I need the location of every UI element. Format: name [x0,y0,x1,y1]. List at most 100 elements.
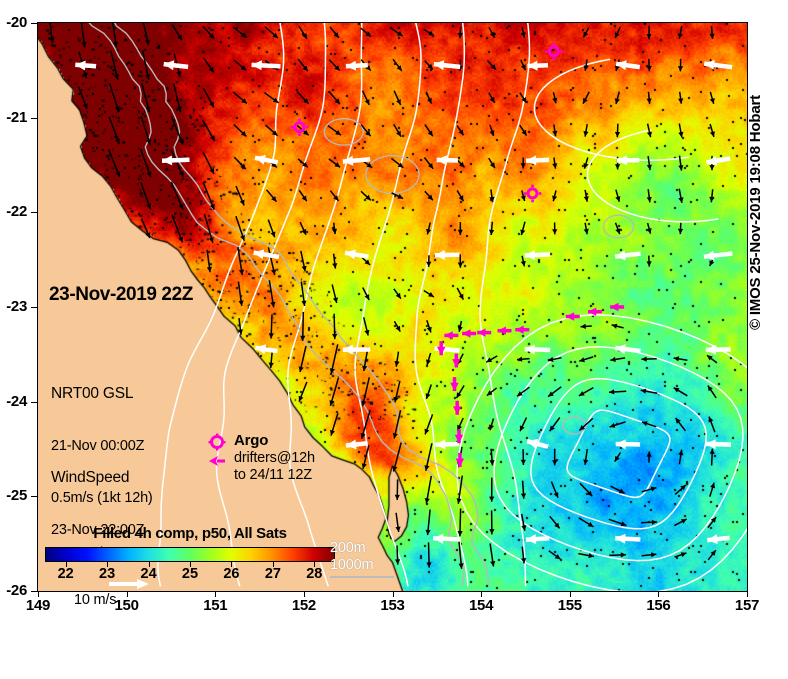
magenta-arrow-marker-icon [208,454,226,468]
argo-float-marker [549,47,558,56]
y-axis-label: -24 [0,393,27,410]
magenta-circle-marker-icon [208,433,226,451]
current-vector-arrow [681,552,687,557]
colorbar-tick-label: 22 [46,566,86,582]
colorbar-tick-label: 24 [129,566,169,582]
current-vector-arrow [489,230,494,235]
drifter-track-marker [515,326,523,334]
current-vector-arrow [427,327,432,333]
y-axis-tick [31,212,37,213]
x-axis-label: 156 [628,597,688,614]
y-axis-label: -20 [0,14,27,31]
argo-float-marker [531,200,534,203]
current-vector-arrow [710,34,715,39]
argo-float-marker [298,118,301,121]
current-vector-arrow [521,32,526,38]
colorbar-tick-label: 26 [211,566,251,582]
argo-float-marker [298,133,301,136]
ssh-contour-white [588,130,719,222]
ssh-contour-white [480,23,530,586]
wind-vector-arrow [616,439,626,449]
current-vector-arrow [426,530,431,535]
drifter-track-marker [453,406,461,414]
drifter-track-marker [452,359,460,367]
argo-legend-line2: to 24/11 12Z [234,467,312,483]
argo-float-marker [528,189,537,198]
drifter-track-marker [566,312,574,320]
current-vector-arrow [426,562,431,567]
argo-float-marker [306,126,309,129]
current-vector-arrow [145,74,150,80]
drifter-track-marker [498,327,506,335]
sst-map-figure: 23-Nov-2019 22Z NRT00 GSL 21-Nov 00:00Z … [0,0,788,624]
ssh-contour-white [415,23,468,586]
y-axis-tick [31,591,37,592]
current-vector-arrow [647,261,652,266]
argo-float-marker [539,192,542,195]
wind-vector-arrow [435,250,445,260]
current-vector-arrow [426,393,431,399]
current-vector-arrow [489,497,494,502]
colorbar-gradient [45,547,335,562]
copyright-notice: © IMOS 25-Nov-2019 19:08 Hobart [747,70,764,330]
current-vector-arrow [521,460,526,465]
depth-1000m-label: 1000m [330,557,373,573]
current-vector-arrow [145,40,150,46]
ssh-contour-white [534,59,689,160]
wind-vector-arrow [706,345,716,355]
current-vector-arrow [458,326,463,332]
ssh-contour-white [217,23,326,586]
ssh-contour-white [288,23,362,586]
current-vector-arrow [269,333,274,338]
x-axis-label: 157 [717,597,777,614]
current-vector-arrow [521,261,526,267]
current-vector-arrow [615,164,620,169]
current-vector-arrow [647,452,652,457]
argo-float-marker [524,192,527,195]
current-vector-arrow [552,98,557,104]
current-vector-arrow [621,552,626,557]
wind-vector-arrow [525,250,535,260]
y-axis-tick [31,118,37,119]
current-vector-arrow [709,165,714,170]
current-vector-arrow [394,397,399,403]
current-vector-arrow [678,229,683,234]
current-vector-arrow [521,493,526,498]
current-vector-arrow [678,66,683,71]
current-vector-arrow [271,232,276,238]
drifter-track-marker [444,331,452,339]
current-vector-arrow [269,363,274,368]
ssh-contour-white [355,23,421,586]
current-vector-arrow [647,98,652,103]
current-vector-arrow [490,130,495,136]
ssh-contour-white [567,410,670,497]
depth-contour-legend: 200m 1000m [330,540,394,578]
current-vector-arrow [332,334,337,339]
y-axis-label: -25 [0,487,27,504]
current-vector-arrow [393,433,398,439]
wind-vector-arrow [525,345,535,355]
wind-legend-title: WindSpeed [51,469,144,487]
current-vector-arrow [609,389,614,394]
date-stamp: 23-Nov-2019 22Z [49,284,193,306]
current-vector-arrow [615,132,620,137]
current-vector-arrow [647,66,652,71]
wind-vector-arrow [252,60,262,70]
current-vector-arrow [647,34,652,39]
y-axis-label: -23 [0,298,27,315]
argo-float-marker [553,58,556,61]
drifter-track-marker [462,329,470,337]
current-vector-arrow [302,266,307,272]
wind-vector-arrow [346,61,356,71]
current-vector-arrow [552,460,557,465]
drifter-track-marker [450,383,458,391]
current-vector-arrow [581,324,586,329]
depth-contour-grey [324,119,363,145]
x-axis-label: 149 [8,597,68,614]
y-axis-tick [31,23,37,24]
wind-vector-arrow [526,155,536,165]
current-vector-arrow [489,529,494,534]
current-vector-arrow [584,229,589,235]
x-axis-label: 152 [274,597,334,614]
current-vector-arrow [552,229,557,234]
